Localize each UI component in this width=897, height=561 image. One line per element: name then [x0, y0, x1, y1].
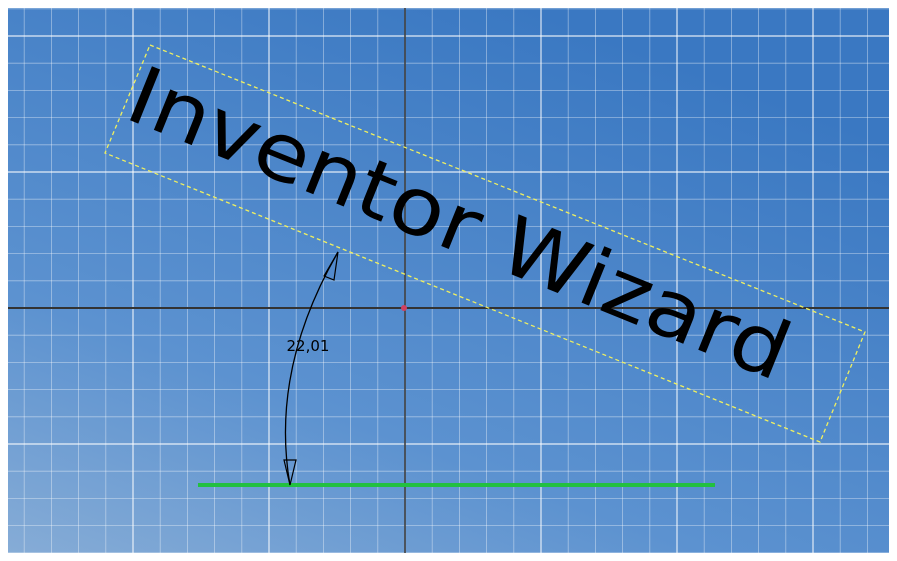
viewport-background — [8, 8, 889, 553]
dimension-arrow — [323, 251, 339, 281]
text-bounding-box — [104, 44, 866, 443]
dimension-arc — [284, 251, 339, 486]
dimension-label: 22,01 — [287, 337, 330, 355]
origin-point — [401, 305, 407, 311]
dimension-arrow — [283, 459, 297, 486]
